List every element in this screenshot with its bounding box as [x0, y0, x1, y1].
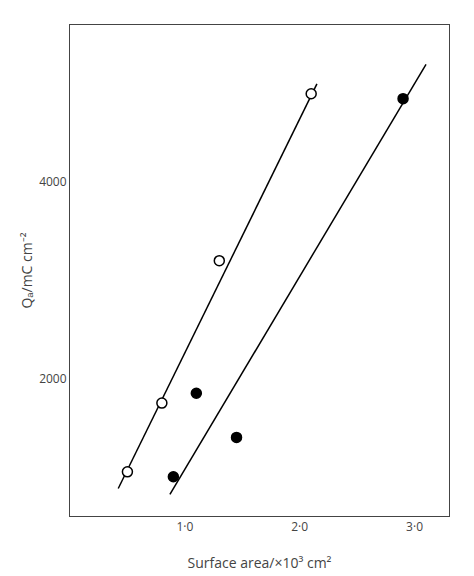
svg-text:2000: 2000 — [39, 370, 67, 387]
svg-text:2·0: 2·0 — [291, 518, 308, 535]
svg-text:Qₐ/mC cm⁻²: Qₐ/mC cm⁻² — [17, 232, 36, 308]
svg-text:1·0: 1·0 — [176, 518, 193, 535]
svg-text:3·0: 3·0 — [406, 518, 423, 535]
svg-text:Surface area/×10³ cm²: Surface area/×10³ cm² — [187, 553, 331, 572]
svg-text:4000: 4000 — [39, 173, 67, 190]
